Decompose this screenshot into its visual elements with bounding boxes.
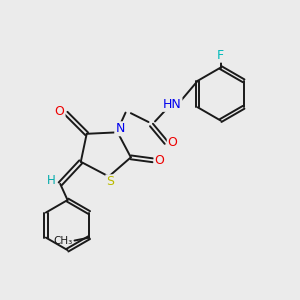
Text: N: N [115,122,125,135]
Text: CH₃: CH₃ [53,236,72,245]
Text: S: S [106,175,114,188]
Text: O: O [168,136,178,149]
Text: O: O [55,105,64,118]
Text: HN: HN [163,98,182,111]
Text: H: H [46,174,55,187]
Text: F: F [217,49,224,62]
Text: O: O [154,154,164,167]
